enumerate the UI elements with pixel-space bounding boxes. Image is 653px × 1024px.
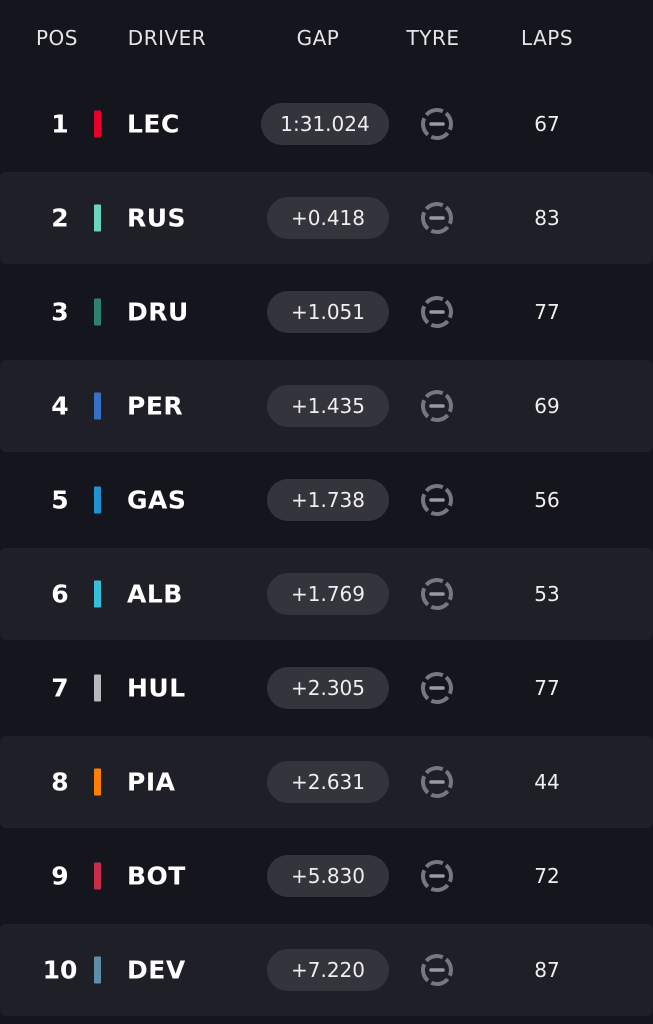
laps: 77 <box>534 676 560 700</box>
gap-pill: +7.220 <box>267 949 389 991</box>
tyre-glyph <box>421 108 453 140</box>
driver-code[interactable]: DEV <box>127 955 186 985</box>
laps: 87 <box>534 958 560 982</box>
gap-pill: +2.631 <box>267 761 389 803</box>
tyre-icon <box>419 294 455 330</box>
driver-code[interactable]: PER <box>127 391 184 421</box>
tyre-icon <box>419 576 455 612</box>
position: 10 <box>42 955 78 985</box>
team-color <box>94 956 101 984</box>
team-color <box>94 768 101 796</box>
laps: 44 <box>534 770 560 794</box>
driver-code[interactable]: HUL <box>127 673 186 703</box>
laps: 83 <box>534 206 560 230</box>
column-header: TYRE <box>406 26 460 50</box>
team-color <box>94 862 101 890</box>
driver-code[interactable]: LEC <box>127 109 180 139</box>
tyre-glyph <box>421 202 453 234</box>
driver-code[interactable]: ALB <box>127 579 183 609</box>
column-header: POS <box>36 26 78 50</box>
tyre-icon <box>419 482 455 518</box>
driver-code[interactable]: RUS <box>127 203 187 233</box>
tyre-icon <box>419 670 455 706</box>
column-header: DRIVER <box>127 26 207 50</box>
team-color <box>94 204 101 232</box>
laps: 56 <box>534 488 560 512</box>
laps: 69 <box>534 394 560 418</box>
position: 9 <box>51 861 69 891</box>
tyre-glyph <box>421 860 453 892</box>
tyre-icon <box>419 106 455 142</box>
gap-pill: 1:31.024 <box>261 103 389 145</box>
gap-pill: +1.435 <box>267 385 389 427</box>
gap-pill: +5.830 <box>267 855 389 897</box>
team-color <box>94 674 101 702</box>
tyre-glyph <box>421 390 453 422</box>
tyre-icon <box>419 388 455 424</box>
driver-code[interactable]: GAS <box>127 485 187 515</box>
gap-pill: +1.051 <box>267 291 389 333</box>
team-color <box>94 298 101 326</box>
tyre-glyph <box>421 296 453 328</box>
tyre-icon <box>419 952 455 988</box>
team-color <box>94 580 101 608</box>
gap-pill: +2.305 <box>267 667 389 709</box>
tyre-icon <box>419 200 455 236</box>
laps: 72 <box>534 864 560 888</box>
tyre-glyph <box>421 672 453 704</box>
column-header: LAPS <box>520 26 574 50</box>
position: 7 <box>51 673 69 703</box>
laps: 53 <box>534 582 560 606</box>
driver-code[interactable]: DRU <box>127 297 189 327</box>
column-header: GAP <box>296 26 340 50</box>
position: 6 <box>51 579 69 609</box>
position: 1 <box>51 109 69 139</box>
position: 2 <box>51 203 69 233</box>
tyre-icon <box>419 858 455 894</box>
tyre-icon <box>419 764 455 800</box>
driver-code[interactable]: PIA <box>127 767 176 797</box>
gap-pill: +0.418 <box>267 197 389 239</box>
tyre-glyph <box>421 766 453 798</box>
team-color <box>94 392 101 420</box>
team-color <box>94 110 101 138</box>
tyre-glyph <box>421 484 453 516</box>
laps: 77 <box>534 300 560 324</box>
driver-code[interactable]: BOT <box>127 861 186 891</box>
team-color <box>94 486 101 514</box>
position: 4 <box>51 391 69 421</box>
gap-pill: +1.738 <box>267 479 389 521</box>
position: 3 <box>51 297 69 327</box>
tyre-glyph <box>421 954 453 986</box>
position: 5 <box>51 485 69 515</box>
gap-pill: +1.769 <box>267 573 389 615</box>
laps: 67 <box>534 112 560 136</box>
position: 8 <box>51 767 69 797</box>
tyre-glyph <box>421 578 453 610</box>
